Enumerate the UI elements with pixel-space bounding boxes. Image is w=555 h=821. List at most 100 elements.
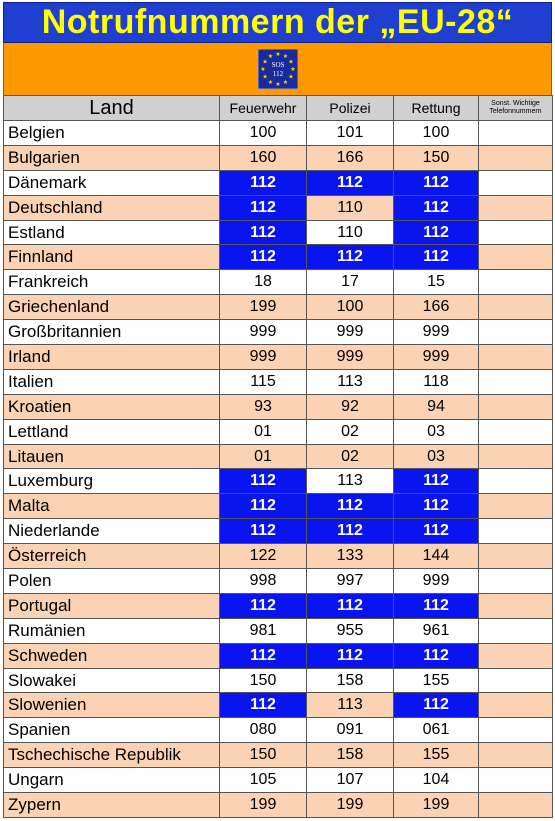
country-cell: Italien: [3, 368, 220, 395]
table-row: Ungarn 105 107 104: [3, 767, 553, 794]
table-row: Italien 115 113 118: [3, 368, 553, 395]
header-land: Land: [3, 95, 220, 121]
star-icon: ★: [290, 66, 295, 73]
rettung-cell: 199: [393, 792, 479, 818]
sonstige-cell: [478, 443, 553, 470]
country-cell: Zypern: [3, 792, 220, 818]
feuerwehr-cell: 112: [219, 692, 307, 719]
logo-text-112: 112: [272, 70, 283, 78]
rettung-cell: 112: [393, 219, 479, 246]
feuerwehr-cell: 115: [219, 368, 307, 395]
polizei-cell: 133: [306, 543, 394, 570]
polizei-cell: 92: [306, 393, 394, 420]
feuerwehr-cell: 112: [219, 642, 307, 669]
feuerwehr-cell: 105: [219, 767, 307, 794]
sonstige-cell: [478, 518, 553, 545]
sonstige-cell: [478, 120, 553, 146]
rettung-cell: 999: [393, 319, 479, 346]
eu-sos-logo-icon: ★★★★★★★★★ ★ ★★ SOS 112: [257, 49, 298, 89]
table-row: Frankreich 18 17 15: [3, 269, 553, 296]
header-rettung: Rettung: [393, 95, 479, 121]
table-row: Portugal 112 112 112: [3, 592, 553, 619]
table-row: Litauen 01 02 03: [3, 443, 553, 470]
sonstige-cell: [478, 219, 553, 246]
sonstige-cell: [478, 767, 553, 794]
feuerwehr-cell: 981: [219, 617, 307, 644]
feuerwehr-cell: 112: [219, 219, 307, 246]
rettung-cell: 112: [393, 493, 479, 520]
feuerwehr-cell: 93: [219, 393, 307, 420]
country-cell: Großbritannien: [3, 319, 220, 346]
rettung-cell: 961: [393, 617, 479, 644]
rettung-cell: 104: [393, 767, 479, 794]
star-icon: ★: [260, 66, 265, 73]
table-row: Luxemburg 112 113 112: [3, 468, 553, 495]
sonstige-cell: [478, 418, 553, 445]
table-row: Österreich 122 133 144: [3, 543, 553, 570]
country-cell: Deutschland: [3, 194, 220, 221]
sonstige-cell: [478, 568, 553, 594]
sonstige-cell: [478, 543, 553, 570]
feuerwehr-cell: 112: [219, 518, 307, 545]
star-icon: ★: [262, 59, 267, 66]
feuerwehr-cell: 112: [219, 592, 307, 619]
polizei-cell: 091: [306, 717, 394, 744]
country-cell: Rumänien: [3, 617, 220, 644]
rettung-cell: 112: [393, 592, 479, 619]
rettung-cell: 061: [393, 717, 479, 744]
star-icon: ★: [267, 53, 272, 60]
country-cell: Ungarn: [3, 767, 220, 794]
star-icon: ★: [282, 79, 287, 86]
rettung-cell: 155: [393, 742, 479, 769]
rettung-cell: 112: [393, 468, 479, 495]
rettung-cell: 112: [393, 642, 479, 669]
feuerwehr-cell: 18: [219, 269, 307, 296]
rettung-cell: 166: [393, 294, 479, 321]
rettung-cell: 94: [393, 393, 479, 420]
feuerwehr-cell: 150: [219, 667, 307, 694]
star-icon: ★: [288, 74, 293, 81]
polizei-cell: 113: [306, 468, 394, 495]
star-icon: ★: [288, 59, 293, 66]
table-row: Dänemark 112 112 112: [3, 169, 553, 196]
country-cell: Griechenland: [3, 294, 220, 321]
table-row: Griechenland 199 100 166: [3, 294, 553, 321]
sonstige-cell: [478, 144, 553, 171]
sonstige-cell: [478, 169, 553, 196]
country-cell: Belgien: [3, 120, 220, 146]
sonstige-cell: [478, 742, 553, 769]
emergency-table: Land Feuerwehr Polizei Rettung Sonst. Wi…: [3, 95, 553, 818]
country-cell: Slowenien: [3, 692, 220, 719]
table-row: Malta 112 112 112: [3, 493, 553, 520]
rettung-cell: 03: [393, 418, 479, 445]
table-row: Finnland 112 112 112: [3, 244, 553, 271]
feuerwehr-cell: 999: [219, 319, 307, 346]
table-row: Irland 999 999 999: [3, 344, 553, 370]
sonstige-cell: [478, 244, 553, 271]
rettung-cell: 112: [393, 692, 479, 719]
polizei-cell: 113: [306, 368, 394, 395]
polizei-cell: 112: [306, 244, 394, 271]
table-row: Belgien 100 101 100: [3, 120, 553, 146]
polizei-cell: 107: [306, 767, 394, 794]
rettung-cell: 150: [393, 144, 479, 171]
polizei-cell: 112: [306, 169, 394, 196]
polizei-cell: 997: [306, 568, 394, 594]
polizei-cell: 110: [306, 194, 394, 221]
country-cell: Malta: [3, 493, 220, 520]
country-cell: Portugal: [3, 592, 220, 619]
polizei-cell: 955: [306, 617, 394, 644]
sonstige-cell: [478, 269, 553, 296]
header-feuerwehr: Feuerwehr: [219, 95, 307, 121]
country-cell: Slowakei: [3, 667, 220, 694]
polizei-cell: 112: [306, 493, 394, 520]
sonstige-cell: [478, 344, 553, 370]
sonstige-cell: [478, 692, 553, 719]
star-icon: ★: [267, 79, 272, 86]
feuerwehr-cell: 100: [219, 120, 307, 146]
country-cell: Österreich: [3, 543, 220, 570]
country-cell: Schweden: [3, 642, 220, 669]
header-sonstige-line2: Telefonnummern: [489, 108, 542, 115]
sonstige-cell: [478, 468, 553, 495]
page-title: Notrufnummern der „EU-28“: [41, 3, 514, 41]
